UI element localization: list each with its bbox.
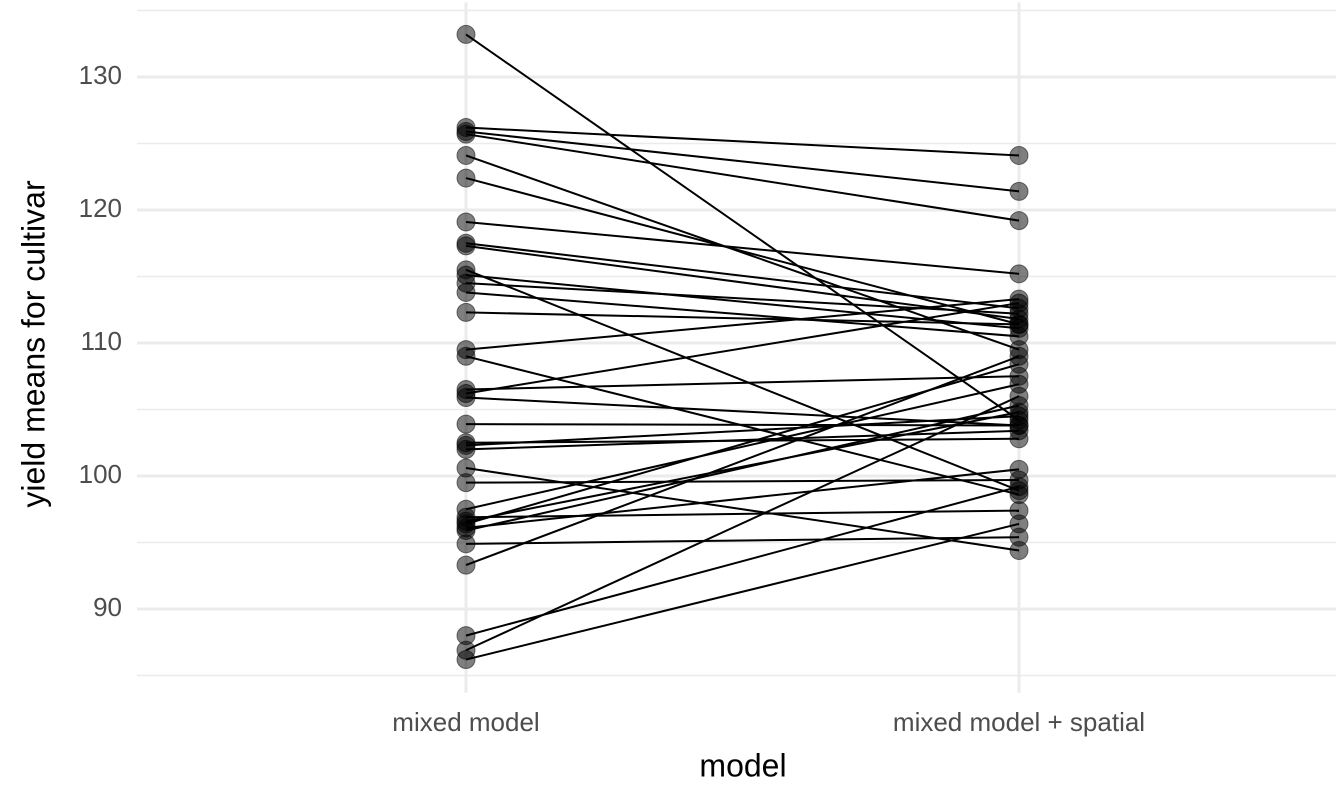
point [1009,514,1029,534]
point [1009,346,1029,366]
slope-line [465,404,1020,532]
point [456,473,476,493]
slope-line [465,177,1020,326]
point [456,555,476,575]
slope-line [465,383,1020,511]
slope-line [465,282,1020,315]
point [456,388,476,408]
slope-line [465,355,1020,567]
slope-line [465,411,1020,523]
point [1009,386,1029,406]
slope-line [465,242,1020,310]
slope-line [465,274,1020,330]
point [1009,459,1029,479]
y-tick-label: 110 [81,326,122,356]
point [1009,181,1029,201]
slope-line [465,302,1020,395]
slope-line [465,395,1020,652]
point [456,145,476,165]
point [456,439,476,459]
slope-line [465,311,1020,326]
point [456,168,476,188]
point [456,212,476,232]
slope-line [465,133,1020,222]
slope-line [465,429,1020,451]
slope-line [465,33,1020,421]
point [1009,264,1029,284]
slope-line [465,291,1020,338]
x-axis-title: model [699,747,786,783]
point [1009,314,1029,334]
point [1009,145,1029,165]
point [456,236,476,256]
point [1009,477,1029,497]
slope-line [465,220,1020,275]
point [456,650,476,670]
point [456,24,476,44]
y-tick-label: 100 [79,459,122,489]
point [456,414,476,434]
slope-line [465,375,1020,391]
slope-line [465,478,1020,484]
y-tick-label: 130 [79,60,122,90]
slope-line [465,415,1020,447]
slope-line [465,485,1020,637]
x-tick-label: mixed model + spatial [893,707,1145,737]
slope-line [465,468,1020,529]
y-tick-label: 90 [93,592,122,622]
slope-line [465,268,1020,492]
slope-line [465,126,1020,157]
point [456,534,476,554]
slope-line [465,130,1020,193]
x-tick-label: mixed model [392,707,539,737]
point [456,302,476,322]
slope-line [465,298,1020,351]
y-axis-title: yield means for cultivar [15,180,51,508]
point [1009,421,1029,441]
point [456,124,476,144]
point [456,346,476,366]
slope-line [465,522,1020,661]
point [1009,293,1029,313]
point [456,282,476,302]
slope-line [465,423,1020,427]
point [1009,211,1029,231]
y-tick-label: 120 [79,193,122,223]
slope-line [465,536,1020,545]
